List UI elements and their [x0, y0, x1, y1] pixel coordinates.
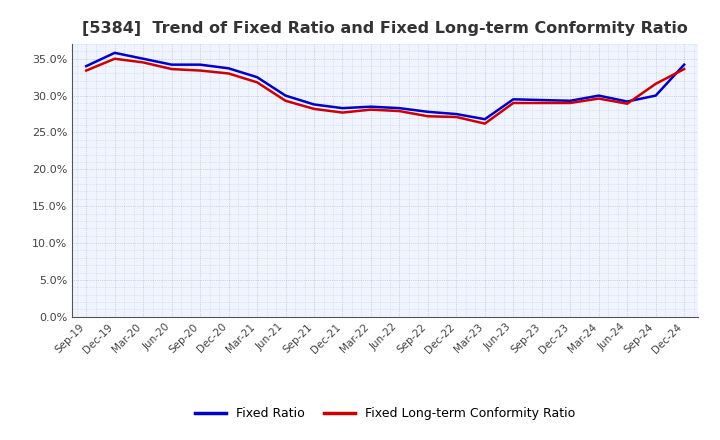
Fixed Ratio [652, 93, 660, 98]
Fixed Ratio [253, 74, 261, 80]
Fixed Long-term Conformity Ratio [196, 68, 204, 73]
Fixed Ratio [452, 111, 461, 117]
Fixed Long-term Conformity Ratio [480, 121, 489, 126]
Fixed Ratio [82, 63, 91, 69]
Title: [5384]  Trend of Fixed Ratio and Fixed Long-term Conformity Ratio: [5384] Trend of Fixed Ratio and Fixed Lo… [82, 21, 688, 36]
Fixed Long-term Conformity Ratio [225, 71, 233, 76]
Fixed Long-term Conformity Ratio [395, 108, 404, 114]
Fixed Long-term Conformity Ratio [652, 81, 660, 86]
Fixed Ratio [110, 50, 119, 55]
Fixed Long-term Conformity Ratio [139, 60, 148, 65]
Fixed Long-term Conformity Ratio [110, 56, 119, 62]
Legend: Fixed Ratio, Fixed Long-term Conformity Ratio: Fixed Ratio, Fixed Long-term Conformity … [190, 402, 580, 425]
Fixed Ratio [595, 93, 603, 98]
Fixed Long-term Conformity Ratio [680, 66, 688, 72]
Fixed Ratio [139, 56, 148, 62]
Fixed Ratio [282, 93, 290, 98]
Fixed Ratio [196, 62, 204, 67]
Fixed Long-term Conformity Ratio [423, 114, 432, 119]
Fixed Ratio [537, 97, 546, 103]
Fixed Long-term Conformity Ratio [310, 106, 318, 111]
Line: Fixed Ratio: Fixed Ratio [86, 53, 684, 119]
Fixed Ratio [623, 99, 631, 104]
Fixed Long-term Conformity Ratio [537, 100, 546, 106]
Line: Fixed Long-term Conformity Ratio: Fixed Long-term Conformity Ratio [86, 59, 684, 124]
Fixed Long-term Conformity Ratio [452, 114, 461, 120]
Fixed Long-term Conformity Ratio [366, 107, 375, 112]
Fixed Ratio [167, 62, 176, 67]
Fixed Long-term Conformity Ratio [282, 98, 290, 103]
Fixed Long-term Conformity Ratio [253, 80, 261, 85]
Fixed Ratio [480, 117, 489, 122]
Fixed Ratio [566, 98, 575, 103]
Fixed Ratio [366, 104, 375, 109]
Fixed Long-term Conformity Ratio [623, 101, 631, 106]
Fixed Long-term Conformity Ratio [566, 100, 575, 106]
Fixed Long-term Conformity Ratio [338, 110, 347, 115]
Fixed Long-term Conformity Ratio [509, 100, 518, 106]
Fixed Ratio [423, 109, 432, 114]
Fixed Ratio [225, 66, 233, 71]
Fixed Ratio [338, 106, 347, 111]
Fixed Long-term Conformity Ratio [595, 96, 603, 101]
Fixed Ratio [680, 62, 688, 67]
Fixed Ratio [509, 97, 518, 102]
Fixed Ratio [395, 106, 404, 111]
Fixed Ratio [310, 102, 318, 107]
Fixed Long-term Conformity Ratio [82, 68, 91, 73]
Fixed Long-term Conformity Ratio [167, 66, 176, 72]
